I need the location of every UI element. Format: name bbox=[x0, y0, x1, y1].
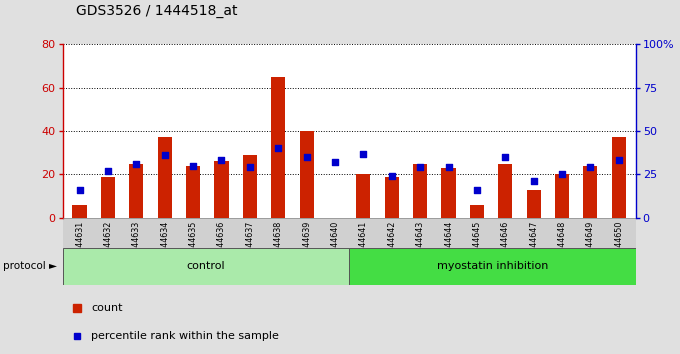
Bar bbox=[441, 168, 456, 218]
Bar bbox=[612, 137, 626, 218]
Point bbox=[301, 154, 312, 160]
Bar bbox=[385, 177, 399, 218]
Bar bbox=[158, 137, 172, 218]
Bar bbox=[73, 205, 86, 218]
Point bbox=[443, 165, 454, 170]
Point bbox=[103, 168, 114, 174]
Point bbox=[556, 172, 567, 177]
Point bbox=[358, 151, 369, 156]
Bar bbox=[470, 205, 484, 218]
Point bbox=[528, 178, 539, 184]
Text: protocol ►: protocol ► bbox=[3, 261, 57, 272]
Bar bbox=[186, 166, 200, 218]
Point bbox=[386, 173, 397, 179]
Bar bbox=[555, 175, 569, 218]
Text: count: count bbox=[91, 303, 122, 313]
Bar bbox=[63, 248, 350, 285]
Bar bbox=[271, 77, 286, 218]
Point bbox=[159, 153, 170, 158]
Bar bbox=[299, 131, 313, 218]
Bar bbox=[129, 164, 143, 218]
Text: percentile rank within the sample: percentile rank within the sample bbox=[91, 331, 279, 341]
Point bbox=[500, 154, 511, 160]
Point bbox=[471, 187, 482, 193]
Text: myostatin inhibition: myostatin inhibition bbox=[437, 261, 548, 272]
Bar bbox=[356, 175, 371, 218]
Point bbox=[613, 158, 624, 163]
Point bbox=[131, 161, 142, 167]
Bar bbox=[526, 189, 541, 218]
Point bbox=[330, 159, 341, 165]
Point bbox=[273, 145, 284, 151]
Point bbox=[585, 165, 596, 170]
Text: GDS3526 / 1444518_at: GDS3526 / 1444518_at bbox=[76, 4, 238, 18]
Point bbox=[415, 165, 426, 170]
Point bbox=[244, 165, 255, 170]
Bar bbox=[101, 177, 115, 218]
Point bbox=[216, 158, 227, 163]
Bar bbox=[413, 164, 427, 218]
Bar bbox=[583, 166, 598, 218]
Bar bbox=[498, 164, 512, 218]
Bar bbox=[243, 155, 257, 218]
Text: control: control bbox=[186, 261, 225, 272]
Bar bbox=[214, 161, 228, 218]
Bar bbox=[350, 248, 636, 285]
Point bbox=[188, 163, 199, 169]
Point bbox=[74, 187, 85, 193]
